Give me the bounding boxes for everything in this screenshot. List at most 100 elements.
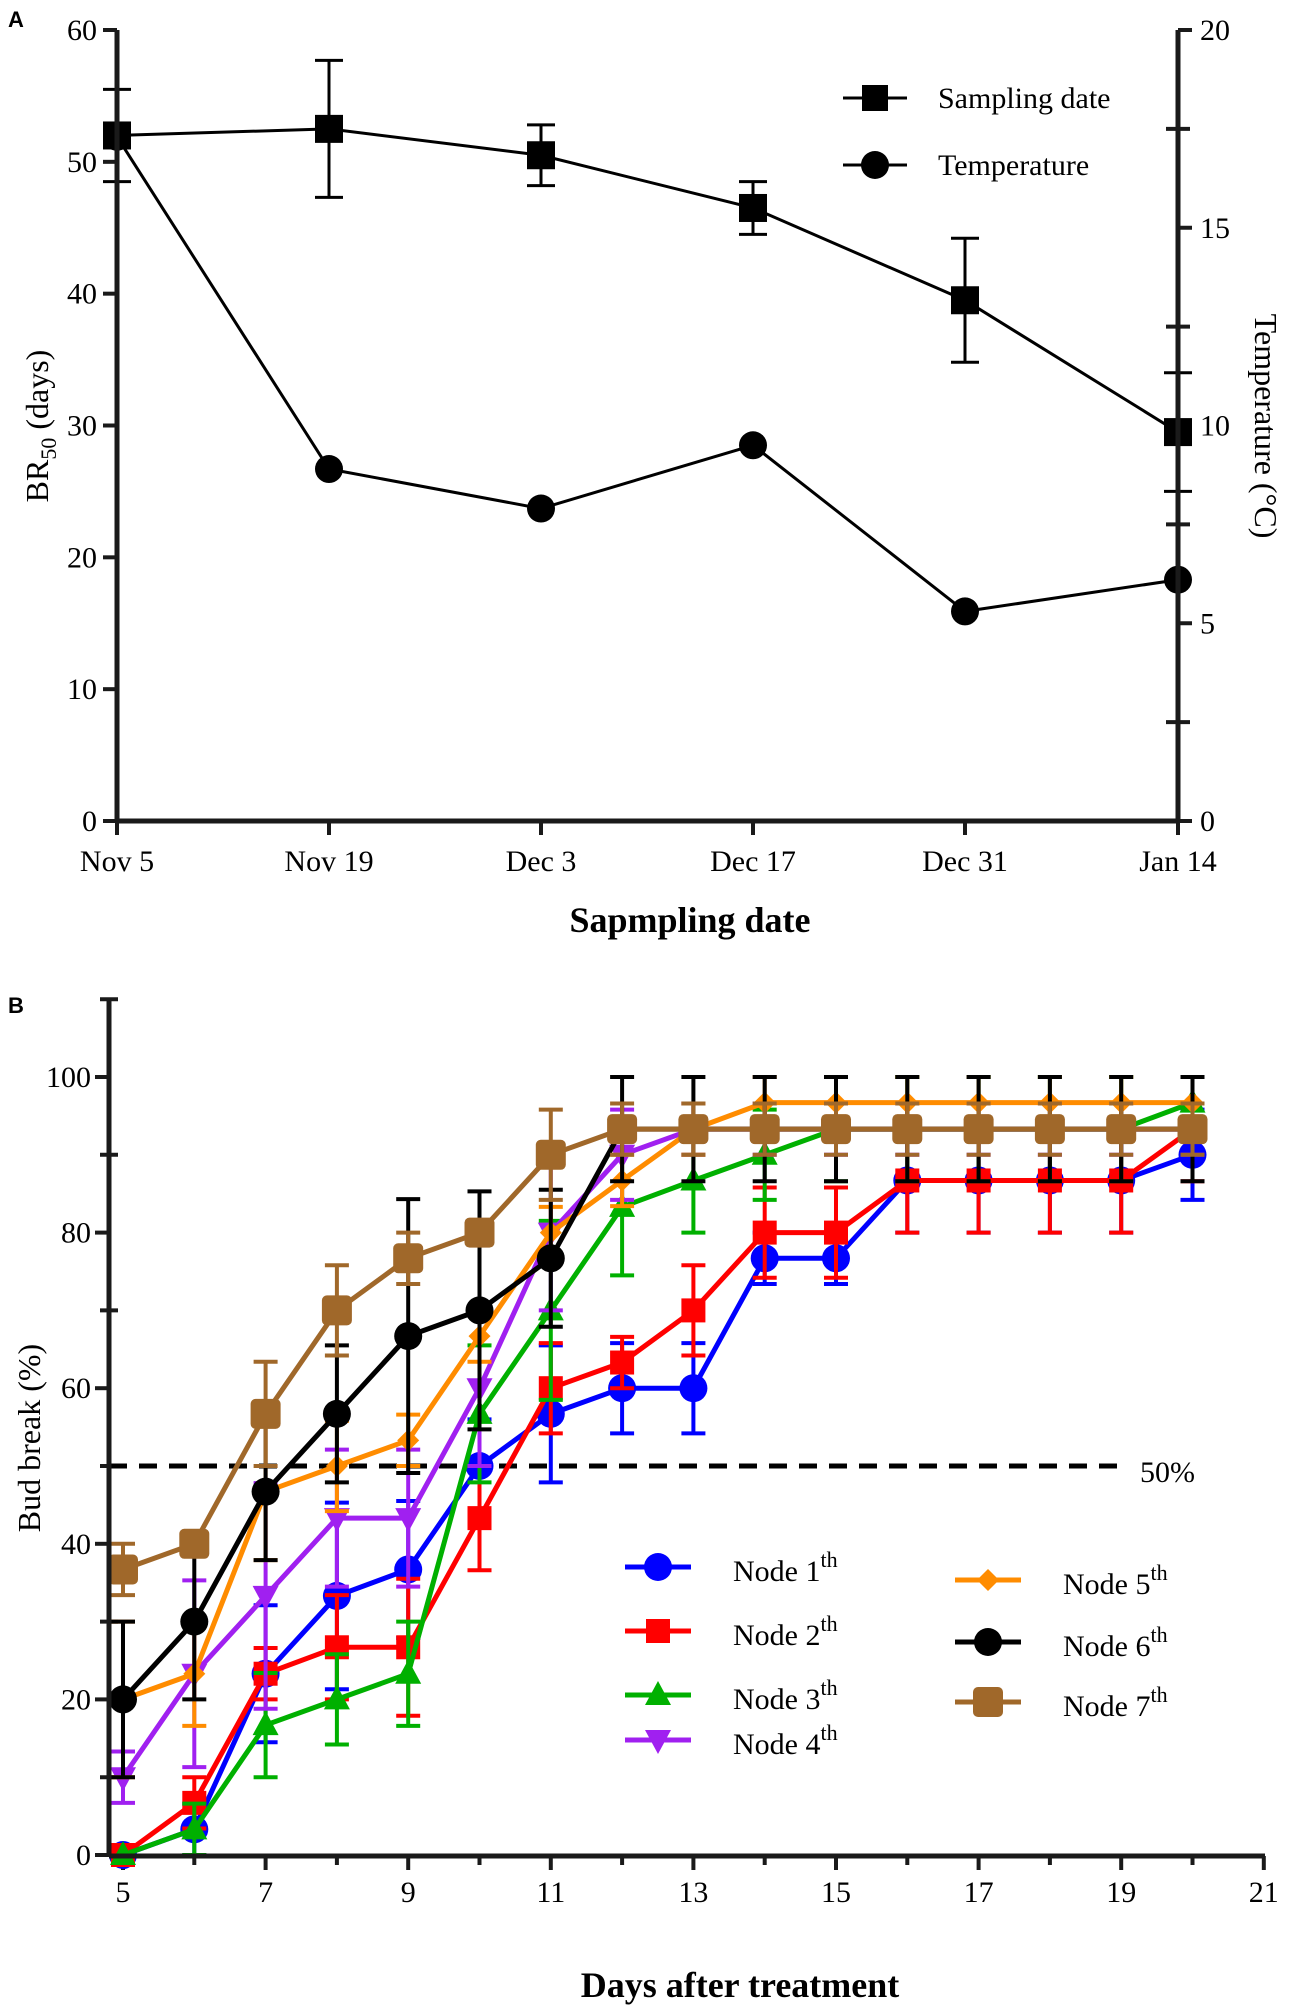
data-point <box>821 1114 851 1145</box>
legend-circle-marker <box>861 151 889 179</box>
panel-a-plot: 0 10 20 30 40 50 60 0 5 10 15 20 Nov 5 Nov 19 Dec 3 Dec… <box>67 14 1230 878</box>
legend-entry-node-1: Node 1th <box>625 1547 838 1588</box>
legend-label: Node 6th <box>1063 1622 1168 1663</box>
legend-entry-node-3: Node 3th <box>625 1675 838 1716</box>
data-point <box>180 1607 209 1636</box>
reference-line-label: 50% <box>1140 1456 1195 1489</box>
legend-entry-node-5: Node 5th <box>955 1560 1168 1601</box>
x-tick-label: 15 <box>821 1876 851 1909</box>
data-point <box>681 1298 706 1323</box>
temperature-point <box>951 597 979 626</box>
data-point <box>678 1114 709 1145</box>
y-tick-label: 100 <box>46 1061 91 1094</box>
data-point <box>464 1217 495 1248</box>
data-point <box>752 1220 777 1245</box>
panel-b-letter: B <box>8 993 24 1018</box>
legend-label-text: Node 1 <box>733 1555 820 1588</box>
legend-entry-sampling-date: Sampling date <box>843 82 1110 115</box>
legend-marker <box>977 1569 999 1591</box>
y2-tick-label: 0 <box>1200 805 1215 838</box>
legend-label-superscript: th <box>820 1611 837 1636</box>
legend-label-superscript: th <box>1150 1560 1167 1585</box>
legend-label: Sampling date <box>938 82 1110 115</box>
legend-entry-node-6: Node 6th <box>955 1622 1168 1663</box>
x-tick-label: 13 <box>678 1876 708 1909</box>
legend-label: Temperature <box>938 149 1089 182</box>
x-tick-label: 9 <box>401 1876 416 1909</box>
panel-b-plot: 0 20 40 60 80 100 5 7 9 11 13 15 17 19 21 <box>46 997 1279 1909</box>
data-point <box>323 1508 350 1533</box>
data-point <box>610 1350 635 1375</box>
y-tick-label: 20 <box>67 541 97 574</box>
data-point <box>323 1685 350 1710</box>
sampling-date-line <box>116 127 1179 434</box>
data-point <box>179 1528 210 1559</box>
series-line <box>122 1126 1193 1572</box>
x-tick-label: Dec 3 <box>506 845 577 878</box>
data-point <box>252 1585 279 1610</box>
sampling-date-point <box>315 114 343 143</box>
data-point <box>536 1244 565 1273</box>
legend-label: Node 3th <box>733 1675 838 1716</box>
x-tick-label: 21 <box>1249 1876 1279 1909</box>
data-point <box>109 1685 137 1714</box>
y-tick-label: 60 <box>61 1372 91 1405</box>
data-point <box>749 1114 780 1145</box>
legend-label: Node 2th <box>733 1611 838 1652</box>
panel-a-y-axis-title: BR50 (days) <box>19 350 61 503</box>
y2-tick-label: 15 <box>1200 212 1230 245</box>
data-point <box>1106 1114 1137 1145</box>
x-tick-label: Dec 17 <box>710 845 796 878</box>
data-point <box>395 1659 422 1684</box>
x-tick-label: 5 <box>116 1876 131 1909</box>
data-point <box>322 1399 351 1428</box>
temperature-point <box>527 494 555 523</box>
y-tick-label: 80 <box>61 1217 91 1250</box>
data-point <box>252 1711 279 1736</box>
legend-marker <box>973 1687 1003 1717</box>
x-tick-label: 11 <box>536 1876 565 1909</box>
legend-label-superscript: th <box>1150 1622 1167 1647</box>
legend-label-text: Node 5 <box>1063 1568 1150 1601</box>
panel-a: A 0 10 20 30 40 50 60 0 5 10 15 20 Nov 5 Nov 19 Dec 3 D… <box>8 7 1284 940</box>
data-point <box>607 1114 638 1145</box>
data-point <box>250 1398 281 1429</box>
data-point <box>1034 1114 1065 1145</box>
y-tick-label: 40 <box>67 278 97 311</box>
legend-label-superscript: th <box>820 1675 837 1700</box>
panel-b: B 0 20 40 60 80 100 5 7 9 11 13 15 17 19 21 Bud break … <box>8 993 1279 2005</box>
legend-label-text: Node 3 <box>733 1683 820 1716</box>
legend-label: Node 1th <box>733 1547 838 1588</box>
data-point <box>535 1139 566 1170</box>
legend-entry-node-7: Node 7th <box>955 1682 1168 1723</box>
y2-tick-label: 10 <box>1200 410 1230 443</box>
y2-tick-label: 20 <box>1200 14 1230 47</box>
x-tick-label: 19 <box>1106 1876 1136 1909</box>
legend-entry-temperature: Temperature <box>843 149 1089 182</box>
data-point <box>251 1477 280 1506</box>
temperature-point <box>739 431 767 460</box>
temperature-point <box>315 455 343 484</box>
panel-a-letter: A <box>8 7 24 32</box>
data-point <box>679 1374 708 1403</box>
x-tick-label: 7 <box>258 1876 273 1909</box>
data-point <box>1177 1114 1208 1145</box>
y-tick-label: 30 <box>67 410 97 443</box>
y-tick-label: 0 <box>76 1839 91 1872</box>
legend-marker <box>645 1730 671 1754</box>
panel-b-x-axis-title: Days after treatment <box>581 1965 900 2005</box>
series-line <box>120 1126 1193 1779</box>
data-point <box>824 1220 848 1245</box>
data-point <box>321 1295 352 1326</box>
y-tick-label: 10 <box>67 673 97 706</box>
data-point <box>181 1815 208 1840</box>
data-point <box>108 1554 138 1585</box>
x-tick-label: Jan 14 <box>1139 845 1217 878</box>
legend-label-text: Node 7 <box>1063 1690 1150 1723</box>
y-tick-label: 60 <box>67 14 97 47</box>
x-tick-label: Nov 19 <box>284 845 373 878</box>
data-point <box>963 1114 994 1145</box>
panel-b-y-axis-title: Bud break (%) <box>11 1344 47 1532</box>
